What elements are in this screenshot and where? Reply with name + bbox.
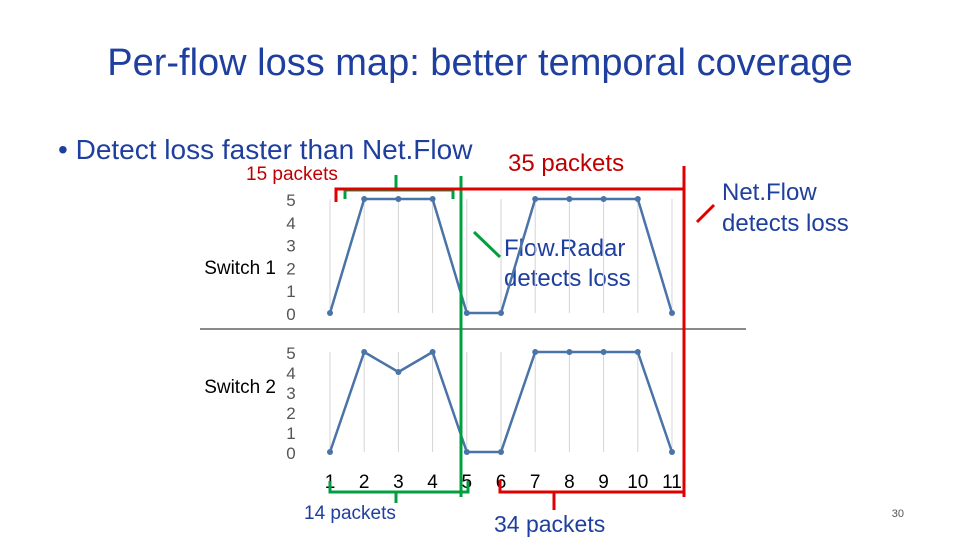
switch1-data-point [429,196,436,202]
switch2-label: Switch 2 [204,377,276,398]
netflow-label-line1: Net.Flow [722,179,817,206]
netflow-label: Net.Flow detects loss [722,177,849,239]
slide-number: 30 [891,508,904,520]
switch2-ytick-label: 3 [286,384,295,403]
bullet-text: Detect loss faster than Net.Flow [75,134,473,165]
xtick-label: 9 [598,472,609,493]
switch2-data-point [498,449,504,455]
switch1-data-point [361,196,368,202]
xtick-label: 4 [427,472,438,493]
flowradar-arrow [472,230,502,259]
switch1-ytick-label: 4 [286,214,295,233]
switch2-ytick-label: 2 [286,404,295,423]
switch1-data-point [498,310,504,316]
netflow-label-line2: detects loss [722,210,849,237]
series-layer [327,196,675,455]
bullet-marker: • [58,134,68,165]
slide-title: Per-flow loss map: better temporal cover… [107,42,853,84]
switch1-ytick-label: 3 [286,237,295,256]
xtick-label: 7 [530,472,541,493]
switch2-ytick-label: 1 [286,424,295,443]
flowradar-label: Flow.Radar detects loss [504,234,631,294]
bullet-point: • Detect loss faster than Net.Flow [58,134,472,166]
switch2-data-point [532,349,539,355]
switch1-ytick-label: 2 [286,259,295,278]
netflow-arrow [695,203,716,224]
annotation-14-packets: 14 packets [304,503,396,524]
switch1-data-point [532,196,539,202]
switch2-ytick-label: 0 [286,444,295,463]
xtick-label: 8 [564,472,575,493]
xtick-label: 11 [662,472,682,493]
switch1-ytick-label: 1 [286,282,295,301]
switch1-data-point [600,196,607,202]
bracket-14-packets [328,481,470,494]
xtick-label: 2 [359,472,370,493]
grid-layer [329,199,673,452]
switch2-ytick-label: 4 [286,364,295,383]
switch1-data-point [669,310,675,316]
switch1-data-point [327,310,333,316]
bracket-34-packets [498,480,684,494]
switch2-data-point [463,449,470,455]
switch2-data-point [634,349,641,355]
annotation-34-packets: 34 packets [494,511,606,537]
annotation-15-packets: 15 packets [246,164,338,185]
flowradar-label-line2: detects loss [504,265,631,292]
xtick-label: 3 [393,472,404,493]
switch1-data-point [395,196,402,202]
annotation-35-packets: 35 packets [508,150,625,177]
netflow-markers [334,166,716,510]
switch2-data-point [600,349,607,355]
switch1-ytick-label: 0 [286,305,295,324]
switch2-data-point [566,349,573,355]
switch2-data-point [327,449,333,455]
switch2-data-point [361,349,368,355]
switch1-label: Switch 1 [204,258,276,279]
switch1-ytick-label: 5 [286,191,295,210]
switch1-data-point [463,310,470,316]
xtick-label: 10 [627,472,648,493]
switch2-data-point [429,349,436,355]
switch2-data-point [395,369,402,375]
switch1-data-point [566,196,573,202]
switch2-ytick-label: 5 [286,344,295,363]
switch1-data-point [634,196,641,202]
switch2-data-point [669,449,675,455]
